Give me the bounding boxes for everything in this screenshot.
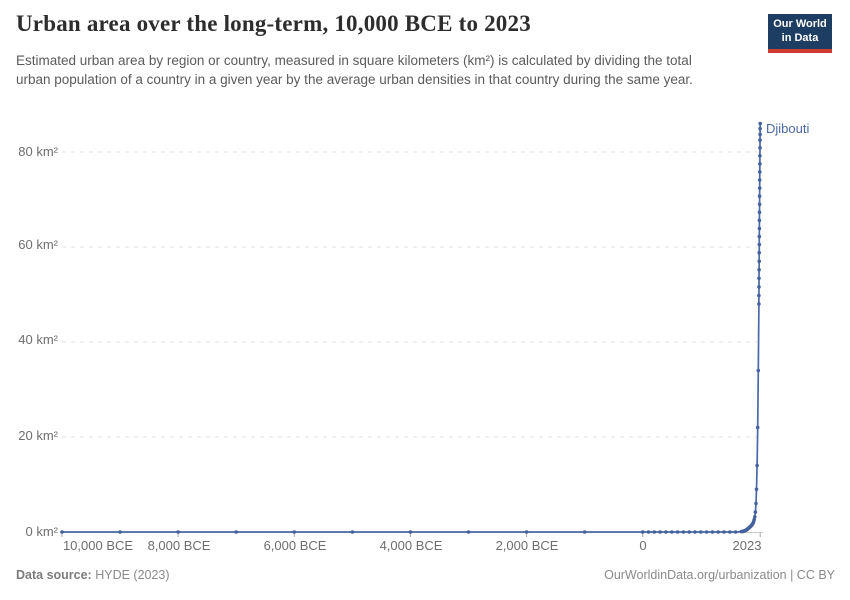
y-tick-label-80: 80 km² (18, 144, 58, 159)
chart-subtitle: Estimated urban area by region or countr… (16, 53, 693, 87)
y-tick-label-40: 40 km² (18, 332, 58, 347)
y-tick-label-0: 0 km² (25, 524, 59, 539)
x-tick-label-2000bce: 2,000 BCE (495, 538, 559, 553)
chart-plot-area (60, 121, 763, 537)
y-tick-label-20: 20 km² (18, 428, 58, 443)
x-tick-label-6000bce: 6,000 BCE (263, 538, 327, 553)
line-chart: 80 km² 60 km² 40 km² 20 km² 0 km² 10,000… (0, 115, 850, 560)
x-tick-label-8000bce: 8,000 BCE (147, 538, 211, 553)
data-source-label: Data source: (16, 568, 92, 582)
credit-link[interactable]: OurWorldinData.org/urbanization | CC BY (604, 568, 835, 582)
x-tick-label-0: 0 (639, 538, 647, 553)
owid-logo-line2: in Data (781, 32, 819, 44)
owid-logo-line1: Our World (773, 18, 827, 30)
data-source-note: Data source: HYDE (2023) (16, 568, 170, 582)
x-tick-label-2023: 2023 (732, 538, 762, 553)
owid-logo[interactable]: Our World in Data (768, 14, 832, 53)
page-title: Urban area over the long-term, 10,000 BC… (16, 11, 531, 36)
x-tick-label-4000bce: 4,000 BCE (379, 538, 443, 553)
y-tick-label-60: 60 km² (18, 237, 58, 252)
x-tick-label-10000bce: 10,000 BCE (62, 538, 134, 553)
series-label-djibouti: Djibouti (766, 121, 810, 136)
data-source-value: HYDE (2023) (91, 568, 170, 582)
